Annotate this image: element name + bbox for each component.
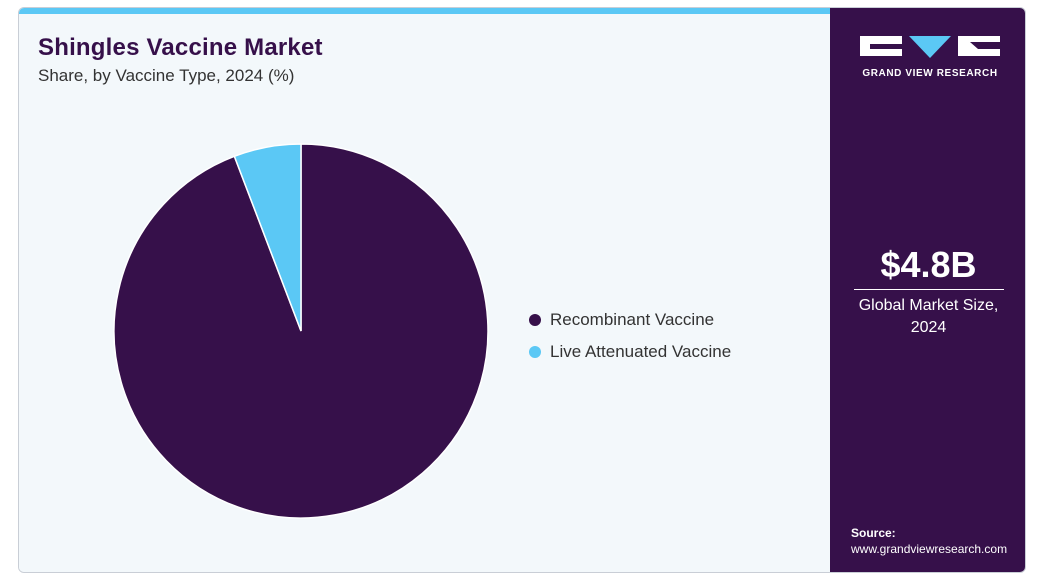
- source-url[interactable]: www.grandviewresearch.com: [851, 542, 1008, 556]
- source-label: Source:: [851, 526, 896, 540]
- chart-panel: Shingles Vaccine Market Share, by Vaccin…: [19, 8, 830, 572]
- pie-chart: [113, 143, 489, 519]
- brand-logo-text: GRAND VIEW RESEARCH: [862, 68, 998, 79]
- legend-label-recombinant: Recombinant Vaccine: [550, 310, 715, 329]
- accent-bar: [19, 8, 830, 14]
- gvr-logo-icon: [860, 36, 1000, 58]
- market-size-value: $4.8B: [880, 244, 977, 285]
- value-divider: [854, 289, 1004, 290]
- chart-legend: Recombinant Vaccine Live Attenuated Vacc…: [529, 304, 731, 368]
- chart-title: Shingles Vaccine Market: [38, 34, 323, 61]
- brand-logo: GRAND VIEW RESEARCH: [860, 34, 1000, 79]
- legend-item-recombinant: Recombinant Vaccine: [529, 304, 731, 336]
- legend-swatch-live-attenuated: [529, 346, 541, 358]
- legend-swatch-recombinant: [529, 314, 541, 326]
- legend-label-live-attenuated: Live Attenuated Vaccine: [550, 342, 732, 361]
- market-size-label-line2: 2024: [910, 319, 947, 336]
- market-size-label: Global Market Size, 2024: [830, 295, 1025, 339]
- legend-item-live-attenuated: Live Attenuated Vaccine: [529, 336, 731, 368]
- pie-slice-live-attenuated-vaccine: [233, 143, 302, 332]
- chart-subtitle: Share, by Vaccine Type, 2024 (%): [38, 66, 295, 85]
- chart-card: Shingles Vaccine Market Share, by Vaccin…: [18, 7, 1026, 573]
- summary-sidebar: GRAND VIEW RESEARCH $4.8B Global Market …: [830, 8, 1025, 572]
- market-size-label-line1: Global Market Size,: [858, 297, 999, 314]
